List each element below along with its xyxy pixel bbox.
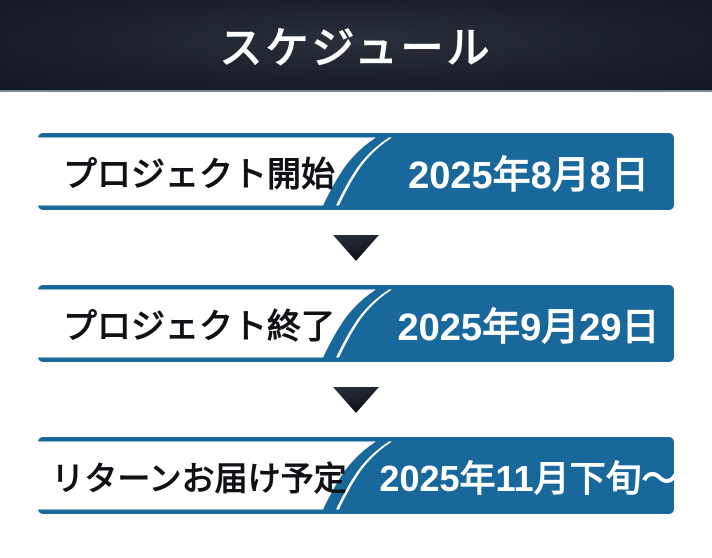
row-label: プロジェクト終了 [63, 308, 335, 346]
row-ribbon-shape [38, 285, 674, 362]
row-date: 2025年11月下旬〜 [379, 457, 678, 499]
schedule-row-project-end: プロジェクト終了 2025年9月29日 [38, 285, 674, 362]
row-date: 2025年9月29日 [397, 307, 660, 349]
row-label: プロジェクト開始 [63, 156, 335, 194]
down-arrow-icon [333, 386, 379, 413]
row-label: リターンお届け予定 [51, 459, 347, 497]
schedule-row-project-start: プロジェクト開始 2025年8月8日 [38, 133, 674, 210]
flow-arrow-gap [38, 362, 674, 437]
row-date: 2025年8月8日 [408, 155, 649, 197]
schedule-row-return-delivery: リターンお届け予定 2025年11月下旬〜 [38, 437, 678, 514]
flow-arrow-gap [38, 210, 674, 285]
row-ribbon-shape [38, 437, 674, 514]
page-title: スケジュール [219, 25, 493, 73]
down-arrow-icon [333, 234, 379, 261]
row-ribbon-shape [38, 133, 674, 210]
schedule-content: プロジェクト開始 2025年8月8日 プロジェクト終了 2025年9月29日 [0, 92, 712, 514]
header-banner: スケジュール [0, 0, 712, 92]
